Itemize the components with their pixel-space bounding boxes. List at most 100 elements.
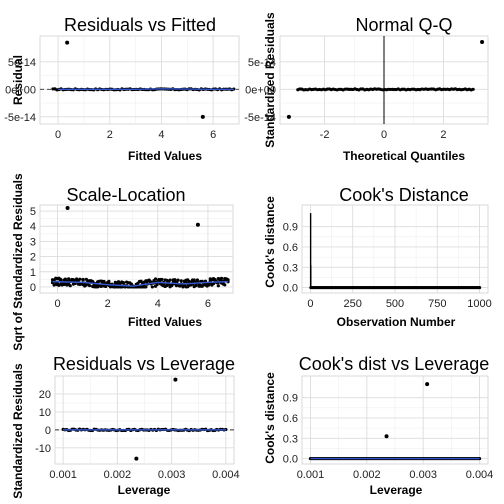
y-axis-label: Residual [11, 55, 25, 105]
data-point [58, 277, 63, 281]
y-tick-label: 0 [30, 282, 36, 294]
y-tick-label: 0.0 [283, 454, 298, 466]
x-tick-label: 1000 [467, 298, 491, 310]
data-point [144, 285, 148, 289]
chart-title: Cook's dist vs Leverage [299, 354, 490, 374]
y-tick-label: 0.6 [283, 242, 298, 254]
data-point [471, 87, 475, 91]
y-tick-label: 0.3 [283, 433, 298, 445]
y-tick-label: 0.9 [283, 222, 298, 234]
panel-3: 0 2 4 6 0 1 2 3 4 5 Scale-Location Fitted Values Sqr… [11, 173, 234, 351]
outlier-point [173, 377, 178, 382]
x-axis-label: Fitted Values [128, 149, 202, 163]
x-tick-label: 0.002 [104, 469, 132, 481]
outlier-point [425, 382, 430, 387]
outlier-point [480, 40, 485, 45]
data-point [179, 279, 183, 283]
y-tick-label: 0.6 [283, 413, 298, 425]
y-tick-label: 10 [39, 407, 51, 419]
smooth-line [52, 280, 229, 287]
data-point [68, 284, 72, 288]
outlier-point [195, 222, 200, 227]
y-tick-label: 0 [45, 425, 51, 437]
x-tick-label: 2 [440, 129, 446, 141]
x-axis-label: Fitted Values [128, 315, 202, 329]
x-tick-label: 0.002 [353, 469, 381, 481]
data-point [168, 278, 172, 282]
data-point [477, 285, 482, 290]
x-tick-label: 0 [54, 298, 60, 310]
data-point [194, 284, 198, 288]
x-tick-label: 0.003 [409, 469, 437, 481]
x-tick-label: 750 [428, 298, 446, 310]
x-tick-label: 0 [55, 129, 61, 141]
data-point [104, 284, 108, 289]
smooth-line [58, 88, 234, 91]
data-point [195, 278, 200, 282]
panel-4: 0 250 500 750 1000 0.0 0.3 0.6 0.9 Cook's Distanc… [263, 185, 492, 329]
outlier-point [65, 206, 70, 211]
outlier-point [134, 456, 139, 461]
y-axis-label: Standardized Residuals [11, 363, 25, 499]
data-point [87, 283, 92, 288]
x-axis-label: Leverage [118, 483, 171, 497]
y-tick-label: 0.0 [283, 283, 298, 295]
data-point [121, 280, 125, 285]
panel-1: 0 2 4 6 -5e-14 0e+00 5e-14 Residuals vs Fitted F… [4, 15, 240, 163]
x-axis-label: Leverage [370, 483, 423, 497]
outlier-point [65, 40, 70, 45]
chart-title: Cook's Distance [339, 185, 469, 205]
y-tick-label: 20 [39, 389, 51, 401]
y-tick-label: 0e+00 [245, 84, 276, 96]
data-point [63, 277, 68, 281]
outlier-point [384, 434, 389, 439]
y-tick-label: 5e-14 [8, 57, 36, 69]
y-axis-label: Sqrt of Standardized Residuals [11, 173, 25, 351]
x-tick-label: 0.004 [466, 469, 494, 481]
outlier-point [286, 114, 291, 119]
y-axis-label: Cook's distance [263, 372, 277, 464]
plot-area [39, 35, 240, 125]
x-tick-label: 0.001 [297, 469, 325, 481]
data-point [81, 278, 85, 282]
panel-5: 0.001 0.002 0.003 0.004 -10 0 10 20 Residuals vs… [11, 354, 240, 499]
y-tick-label: 5e-14 [248, 57, 276, 69]
y-tick-label: 4 [30, 221, 36, 233]
y-axis-label: Standardized Residuals [263, 12, 277, 148]
x-tick-label: 250 [344, 298, 362, 310]
data-point [78, 277, 82, 281]
y-tick-label: 0e+00 [5, 84, 36, 96]
y-axis-label: Cook's distance [263, 196, 277, 288]
chart-title: Scale-Location [66, 185, 185, 205]
x-tick-label: 4 [155, 298, 161, 310]
x-tick-label: 4 [158, 129, 164, 141]
chart-title: Normal Q-Q [355, 15, 452, 35]
chart-title: Residuals vs Leverage [53, 354, 235, 374]
x-tick-label: 0.004 [212, 469, 240, 481]
y-tick-label: 5 [30, 206, 36, 218]
data-point [153, 277, 158, 281]
y-tick-label: 2 [30, 252, 36, 264]
y-tick-label: 1 [30, 267, 36, 279]
data-point [207, 283, 211, 287]
x-tick-label: 0.003 [158, 469, 186, 481]
x-tick-label: -2 [320, 129, 330, 141]
chart-title: Residuals vs Fitted [64, 15, 216, 35]
x-tick-label: 2 [105, 298, 111, 310]
data-point [176, 278, 180, 282]
x-tick-label: 500 [386, 298, 404, 310]
x-tick-label: 6 [205, 298, 211, 310]
y-tick-label: -5e-14 [4, 112, 36, 124]
data-point [216, 284, 220, 288]
x-tick-label: 0 [307, 298, 313, 310]
data-point [160, 277, 164, 282]
x-tick-label: 0 [381, 129, 387, 141]
data-point [67, 277, 71, 281]
y-tick-label: -5e-14 [244, 112, 276, 124]
data-point [71, 278, 76, 282]
outlier-point [200, 114, 205, 119]
panel-6: 0.001 0.002 0.003 0.004 0.0 0.3 0.6 0.9 Cook's d… [263, 354, 493, 497]
x-axis-label: Observation Number [337, 315, 456, 329]
data-point [150, 285, 154, 289]
